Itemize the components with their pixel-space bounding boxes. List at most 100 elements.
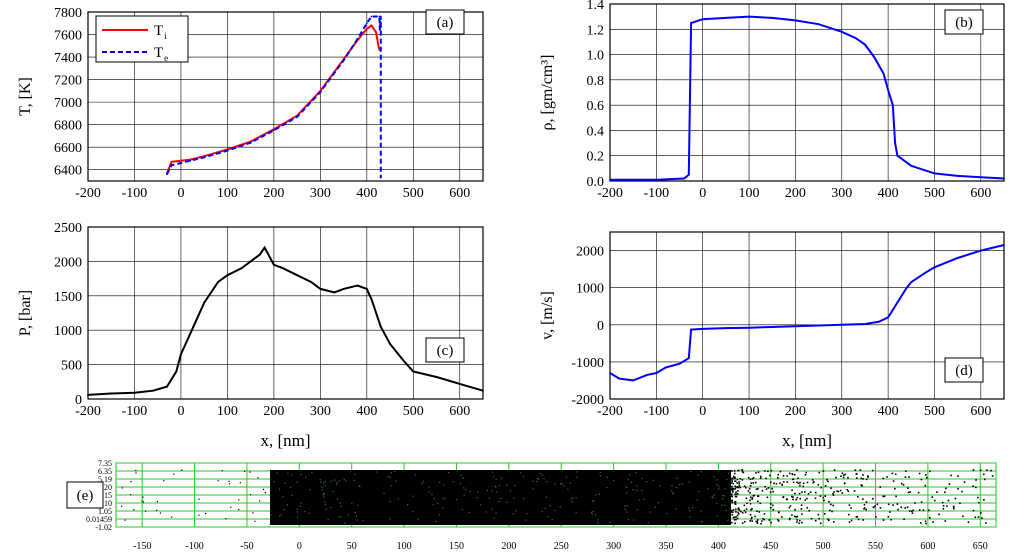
particle-gap [716, 483, 718, 486]
particle-point [781, 483, 784, 486]
particle-point [735, 491, 737, 493]
particle-point [794, 508, 796, 511]
particle-point [963, 481, 966, 483]
particle-point [824, 484, 827, 487]
particle-gap [461, 508, 463, 511]
particle-point [732, 482, 735, 485]
particle-gap [480, 504, 482, 506]
particle-gap [322, 493, 324, 496]
particle-point [747, 476, 750, 479]
particle-point [805, 471, 808, 474]
x-tick-label: -200 [75, 186, 101, 201]
particle-point [975, 486, 977, 489]
data-point [403, 360, 405, 363]
x-tick-label: 0 [297, 541, 302, 552]
x-tick-label: -150 [133, 541, 151, 552]
particle-point [972, 509, 975, 512]
particle-gap [485, 511, 487, 513]
particle-gap [421, 482, 423, 485]
particle-point [809, 491, 812, 493]
particle-point [763, 513, 766, 515]
particle-gap [463, 487, 465, 489]
particle-point [792, 481, 795, 484]
particle-gap [613, 479, 615, 482]
particle-gap [351, 502, 353, 504]
particle-gap [512, 513, 514, 515]
particle-gap [300, 502, 302, 504]
particle-gap [675, 487, 677, 489]
particle-point [824, 495, 827, 497]
panel-label: (b) [955, 15, 973, 31]
particle-gap [690, 471, 692, 473]
particle-gap [344, 522, 346, 524]
particle-point [731, 490, 734, 492]
particle-gap [500, 477, 502, 480]
particle-gap [520, 472, 522, 474]
y-tick-label: 1500 [54, 290, 82, 305]
data-point [891, 104, 894, 107]
particle-point [129, 494, 132, 496]
x-tick-label: 500 [816, 541, 831, 552]
particle-gap [428, 491, 430, 493]
particle-point [929, 470, 931, 473]
data-point [817, 324, 820, 327]
particle-point [801, 513, 803, 515]
particle-gap [711, 495, 713, 498]
particle-gap [428, 486, 430, 488]
particle-point [911, 510, 913, 513]
particle-point [770, 507, 772, 509]
particle-point [954, 497, 957, 500]
particle-point [757, 500, 759, 503]
particle-point [879, 486, 882, 488]
data-point [1003, 244, 1005, 246]
particle-point [731, 513, 734, 516]
particle-gap [728, 472, 730, 474]
particle-point [917, 491, 920, 494]
particle-point [736, 482, 738, 484]
data-point [365, 28, 368, 30]
particle-point [751, 497, 754, 499]
particle-point [789, 505, 792, 507]
x-tick-label: -200 [75, 404, 101, 419]
particle-point [135, 469, 137, 472]
particle-point [750, 482, 753, 484]
particle-point [894, 473, 897, 476]
y-tick-label: 6400 [54, 164, 82, 179]
particle-gap [394, 471, 396, 473]
particle-point [782, 496, 785, 498]
particle-point [750, 518, 753, 520]
particle-point [892, 480, 895, 482]
particle-gap [723, 495, 726, 497]
particle-gap [513, 484, 516, 487]
particle-gap [515, 510, 517, 512]
particle-point [912, 509, 914, 512]
particle-point [942, 504, 945, 507]
particle-point [783, 481, 785, 483]
x-tick-label: 0 [177, 186, 184, 201]
particle-point [730, 488, 733, 491]
particle-gap [649, 511, 651, 513]
particle-point [889, 511, 891, 513]
particle-gap [324, 501, 326, 503]
data-point [894, 142, 896, 144]
y-tick-label: 3.15 [98, 491, 112, 500]
particle-gap [675, 508, 677, 510]
particle-gap [308, 512, 310, 514]
particle-point [804, 474, 807, 476]
x-tick-label: -100 [644, 404, 670, 419]
x-tick-label: -100 [122, 186, 148, 201]
particle-point [861, 484, 863, 487]
particle-gap [725, 509, 727, 512]
y-tick-label: 6600 [54, 141, 82, 156]
particle-point [830, 503, 832, 506]
particle-point [914, 502, 916, 504]
particle-point [733, 477, 735, 480]
particle-point [738, 482, 741, 485]
particle-gap [442, 507, 444, 509]
particle-gap [412, 495, 414, 497]
particle-point [841, 492, 844, 494]
particle-point [857, 495, 859, 498]
data-point [356, 38, 359, 40]
data-point [170, 160, 173, 163]
particle-gap [498, 485, 500, 487]
